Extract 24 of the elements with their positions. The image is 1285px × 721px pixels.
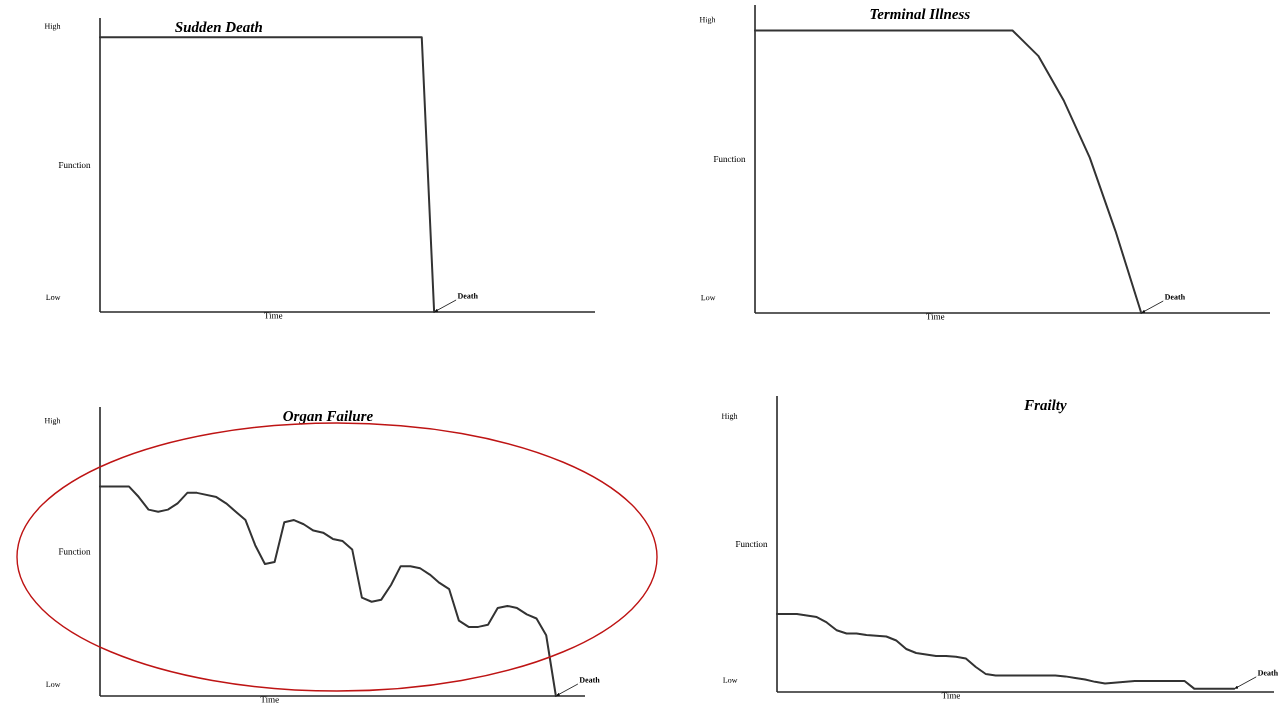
x-axis-title: Time <box>260 696 279 703</box>
y-axis-title: Function <box>735 540 768 548</box>
annotation: Death <box>1164 293 1185 300</box>
y-axis-title: Function <box>58 548 91 555</box>
annotation: Death <box>1257 669 1278 676</box>
text: Low <box>46 294 61 300</box>
text: High <box>721 413 738 421</box>
x-axis-title: Time <box>926 313 945 320</box>
chart-title: Organ Failure <box>283 410 373 425</box>
text: Low <box>46 681 61 688</box>
text: Low <box>723 677 738 683</box>
chart-title: Terminal Illness <box>870 8 970 20</box>
annotation: Death <box>579 676 600 683</box>
y-axis-title: Function <box>58 161 91 169</box>
annotation: Death <box>457 292 478 299</box>
text: High <box>44 23 61 31</box>
x-axis-title: Time <box>941 692 960 699</box>
x-axis-title: Time <box>264 312 283 319</box>
chart-title: Frailty <box>1024 399 1067 414</box>
text: Low <box>701 294 716 301</box>
y-axis-title: Function <box>713 155 746 163</box>
chart-title: Sudden Death <box>175 21 263 33</box>
text: High <box>699 16 716 25</box>
text: High <box>44 417 61 426</box>
